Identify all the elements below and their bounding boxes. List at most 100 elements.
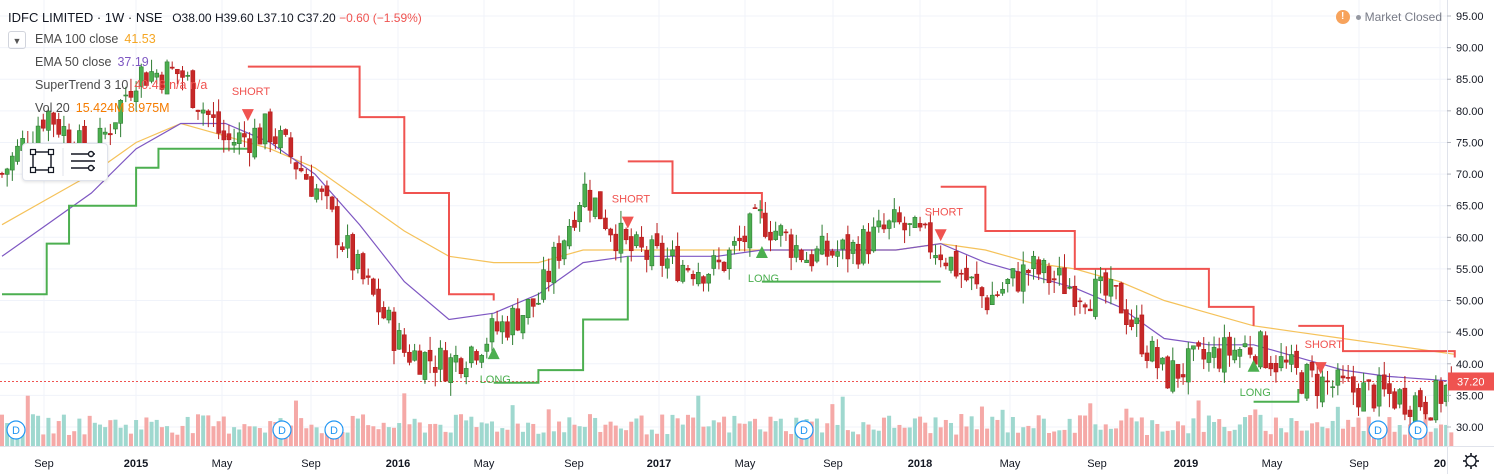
time-tick-label: 2019	[1174, 458, 1198, 470]
time-tick-label: Sep	[1349, 458, 1369, 470]
volume-bar	[154, 419, 159, 446]
volume-bars	[0, 393, 1454, 446]
volume-bar	[835, 424, 840, 446]
candle-body	[690, 273, 696, 280]
volume-bar	[1124, 408, 1129, 446]
interval[interactable]: 1W	[104, 10, 125, 25]
volume-bar	[1402, 434, 1407, 446]
candle-body	[995, 294, 1000, 296]
price-tick-label: 65.00	[1456, 201, 1484, 213]
volume-bar	[959, 414, 964, 446]
candle-body	[670, 249, 675, 256]
dividend-marker[interactable]: D	[794, 420, 814, 440]
volume-bar	[995, 419, 1000, 446]
candle-body	[943, 262, 949, 267]
candle-body	[897, 212, 902, 223]
candle-body	[1087, 308, 1093, 312]
candle-body	[293, 162, 299, 170]
volume-bar	[134, 420, 139, 446]
candle-body	[401, 334, 407, 353]
candle-body	[1443, 384, 1449, 402]
volume-bar	[727, 432, 732, 446]
volume-bar	[1438, 424, 1443, 446]
candle-body	[340, 246, 345, 250]
info-icon[interactable]: !	[1335, 10, 1350, 24]
volume-bar	[830, 404, 835, 446]
candle-body	[1191, 345, 1196, 350]
volume-bar	[660, 414, 665, 446]
rectangle-select-icon[interactable]	[29, 148, 55, 174]
volume-bar	[938, 427, 943, 446]
volume-bar	[1273, 417, 1278, 446]
candle-body	[1402, 387, 1408, 415]
dividend-marker[interactable]: D	[324, 420, 344, 440]
volume-bar	[1139, 417, 1144, 446]
market-status[interactable]: ! Market Closed	[1335, 10, 1442, 24]
dividend-marker[interactable]: D	[6, 420, 26, 440]
candle-body	[1057, 267, 1062, 276]
volume-bar	[897, 424, 902, 446]
volume-bar	[1315, 422, 1320, 446]
volume-bar	[536, 433, 541, 446]
chart-settings-gear-icon[interactable]	[1463, 453, 1479, 469]
volume-bar	[1397, 425, 1402, 446]
dividend-circle	[272, 420, 292, 440]
candle-body	[1351, 376, 1356, 393]
dividend-marker[interactable]: D	[1368, 420, 1388, 440]
volume-bar	[871, 429, 876, 446]
volume-bar	[876, 430, 881, 446]
dividend-marker[interactable]: D	[272, 420, 292, 440]
supertrend-short-1	[247, 65, 495, 301]
volume-bar	[97, 424, 102, 446]
symbol-name[interactable]: IDFC LIMITED	[8, 10, 94, 25]
volume-bar	[340, 432, 345, 446]
volume-bar	[1155, 423, 1160, 446]
legend-ema100[interactable]: ▼ EMA 100 close 41.53	[8, 28, 422, 51]
candle-body	[592, 197, 598, 217]
candle-body	[231, 141, 237, 146]
candle-body	[159, 74, 165, 90]
candle-body	[742, 235, 748, 243]
candle-body	[391, 311, 397, 351]
candle-body	[979, 287, 985, 297]
candle-body	[541, 269, 546, 300]
candle-body	[10, 155, 15, 171]
candle-body	[1170, 360, 1176, 392]
candle-body	[1397, 389, 1403, 405]
candle-body	[1392, 391, 1397, 409]
volume-bar	[933, 417, 938, 446]
legend-volume[interactable]: Vol 20 15.424M 8.975M	[8, 97, 422, 120]
volume-bar	[670, 414, 675, 446]
settings-list-icon[interactable]	[71, 150, 95, 172]
candle-body	[195, 109, 201, 112]
volume-bar	[887, 415, 892, 446]
candle-body	[247, 138, 252, 153]
volume-bar	[443, 431, 448, 446]
ema100-value: 41.53	[124, 32, 156, 46]
legend-supertrend[interactable]: SuperTrend 3 10 40.48 n/a n/a	[8, 74, 422, 97]
time-tick-label: May	[1000, 458, 1021, 470]
time-axis: Sep 2015 May Sep 2016 May Sep 2017 May Sep 2018 May…	[0, 446, 1494, 470]
candle-body	[360, 253, 366, 280]
volume-bar	[1067, 418, 1072, 446]
candle-body	[190, 70, 196, 108]
dividend-marker[interactable]: D	[1408, 420, 1428, 440]
candle-body	[180, 70, 185, 78]
candle-body	[649, 239, 655, 267]
long-signal-arrow	[1247, 359, 1260, 372]
volume-bar	[371, 426, 376, 446]
volume-bar	[1253, 409, 1258, 446]
volume-bar	[949, 422, 954, 446]
ema100-label: EMA 100 close	[35, 32, 119, 46]
short-signal-arrow	[1314, 362, 1327, 375]
candle-body	[613, 233, 619, 252]
collapse-legend-caret-icon[interactable]: ▼	[8, 30, 26, 49]
volume-bar	[113, 419, 118, 446]
volume-bar	[773, 421, 778, 446]
candle-body	[458, 358, 464, 375]
candle-body	[494, 321, 500, 332]
candle-body	[912, 217, 918, 228]
time-tick-label: May	[474, 458, 495, 470]
legend-ema50[interactable]: EMA 50 close 37.19	[8, 51, 422, 74]
